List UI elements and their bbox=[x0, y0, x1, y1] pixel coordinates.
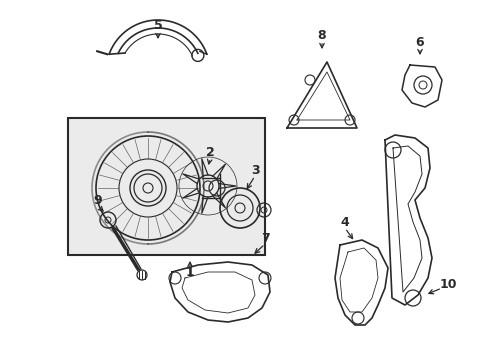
Text: 4: 4 bbox=[340, 216, 348, 229]
Text: 3: 3 bbox=[250, 163, 259, 176]
Text: 2: 2 bbox=[205, 145, 214, 158]
Text: 7: 7 bbox=[260, 231, 269, 244]
Text: 1: 1 bbox=[185, 266, 194, 279]
Text: 8: 8 bbox=[317, 28, 325, 41]
Text: 10: 10 bbox=[438, 279, 456, 292]
Text: 9: 9 bbox=[94, 194, 102, 207]
Text: 5: 5 bbox=[153, 18, 162, 32]
Bar bbox=[68, 118, 264, 255]
Text: 6: 6 bbox=[415, 36, 424, 49]
